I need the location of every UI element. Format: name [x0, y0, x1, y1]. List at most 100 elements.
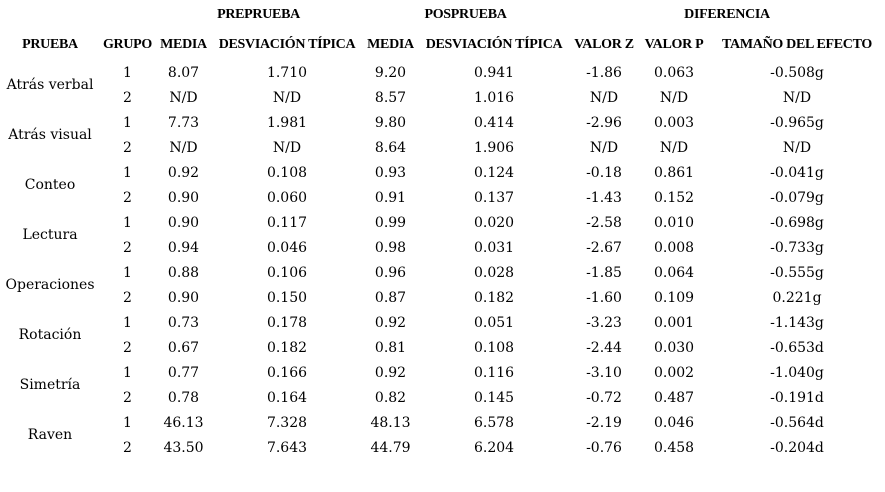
valor-z-cell: -1.43 [586, 189, 622, 206]
media-pos-cell: 0.92 [374, 314, 407, 331]
valor-z-cell: -2.58 [586, 214, 622, 231]
header-posprueba: POSPRUEBA [424, 7, 507, 22]
tamano-efecto-cell: -0.041g [770, 164, 824, 181]
desviacion-pos-cell: 0.124 [473, 164, 515, 181]
tamano-efecto-cell: -0.653d [770, 339, 824, 356]
table-row: Atrás visual 1 7.73 1.981 9.80 0.414 -2.96 0.00… [0, 110, 885, 144]
media-pre-cell: 46.13 [163, 414, 204, 431]
media-pre-cell: 0.77 [167, 364, 200, 381]
valor-p-cell: 0.003 [653, 114, 695, 131]
valor-p-cell: 0.861 [653, 164, 695, 181]
media-pre-cell: 0.73 [167, 314, 200, 331]
prueba-label: Conteo [24, 177, 76, 193]
desviacion-pos-cell: 0.020 [473, 214, 515, 231]
valor-z-cell: -2.44 [586, 339, 622, 356]
media-pre-cell: 0.90 [167, 289, 200, 306]
tamano-efecto-cell: -0.555g [770, 264, 824, 281]
valor-z-cell: -1.60 [586, 289, 622, 306]
valor-p-cell: 0.010 [653, 214, 695, 231]
desviacion-pre-cell: 7.643 [266, 439, 308, 456]
col-header-desviacion-pre: DESVIACIÓN TÍPICA [218, 37, 356, 52]
grupo-cell: 1 [123, 364, 132, 381]
media-pre-cell: 0.88 [167, 264, 200, 281]
grupo-cell: 2 [123, 289, 132, 306]
desviacion-pre-cell: 0.150 [266, 289, 308, 306]
valor-p-cell: 0.046 [653, 414, 695, 431]
desviacion-pos-cell: 0.051 [473, 314, 515, 331]
table-row: 2 N/D N/D 8.64 1.906 N/D N/D N/D [0, 135, 885, 160]
valor-z-cell: -0.76 [586, 439, 622, 456]
grupo-cell: 1 [123, 214, 132, 231]
desviacion-pos-cell: 0.108 [473, 339, 515, 356]
table-row: 2 0.94 0.046 0.98 0.031 -2.67 0.008 -0.733g [0, 235, 885, 260]
media-pos-cell: 0.98 [374, 239, 407, 256]
header-row: PRUEBA GRUPO MEDIA DESVIACIÓN TÍPICA MED… [0, 30, 885, 60]
valor-p-cell: 0.002 [653, 364, 695, 381]
table-row: Operaciones 1 0.88 0.106 0.96 0.028 -1.85 0.064… [0, 260, 885, 294]
media-pre-cell: 0.67 [167, 339, 200, 356]
desviacion-pos-cell: 1.906 [473, 139, 515, 156]
table-row: 2 0.90 0.150 0.87 0.182 -1.60 0.109 0.221g [0, 285, 885, 310]
media-pre-cell: 0.78 [167, 389, 200, 406]
table-row: 2 0.90 0.060 0.91 0.137 -1.43 0.152 -0.079g [0, 185, 885, 210]
results-table: PREPRUEBA POSPRUEBA DIFERENCIA PRUEBA GR… [0, 0, 885, 460]
col-header-prueba: PRUEBA [22, 37, 78, 52]
prueba-label: Atrás visual [8, 127, 92, 143]
header-group-row: PREPRUEBA POSPRUEBA DIFERENCIA [0, 0, 885, 30]
tamano-efecto-cell: -0.204d [770, 439, 824, 456]
grupo-cell: 1 [123, 164, 132, 181]
desviacion-pre-cell: 0.166 [266, 364, 308, 381]
grupo-cell: 1 [123, 264, 132, 281]
prueba-label: Simetría [19, 377, 81, 393]
desviacion-pre-cell: 0.117 [266, 214, 308, 231]
desviacion-pos-cell: 0.414 [473, 114, 515, 131]
media-pos-cell: 9.80 [374, 114, 407, 131]
media-pre-cell: N/D [169, 89, 198, 106]
desviacion-pos-cell: 6.578 [473, 414, 515, 431]
table-body: Atrás verbal 1 8.07 1.710 9.20 0.941 -1.86 0.06… [0, 60, 885, 460]
media-pos-cell: 0.92 [374, 364, 407, 381]
desviacion-pre-cell: 0.106 [266, 264, 308, 281]
media-pos-cell: 8.57 [374, 89, 407, 106]
media-pos-cell: 0.82 [374, 389, 407, 406]
grupo-cell: 1 [123, 114, 132, 131]
valor-z-cell: -3.10 [586, 364, 622, 381]
grupo-cell: 2 [123, 439, 132, 456]
tamano-efecto-cell: N/D [782, 89, 812, 106]
valor-p-cell: 0.487 [653, 389, 695, 406]
valor-z-cell: N/D [589, 89, 619, 106]
valor-z-cell: -1.86 [586, 64, 622, 81]
prueba-label: Operaciones [5, 277, 95, 293]
desviacion-pre-cell: 1.710 [266, 64, 308, 81]
desviacion-pre-cell: N/D [272, 139, 302, 156]
table-row: 2 43.50 7.643 44.79 6.204 -0.76 0.458 -0.204d [0, 435, 885, 460]
desviacion-pre-cell: 0.164 [266, 389, 308, 406]
tamano-efecto-cell: -0.733g [770, 239, 824, 256]
desviacion-pos-cell: 0.031 [473, 239, 515, 256]
desviacion-pre-cell: 0.178 [266, 314, 308, 331]
valor-p-cell: 0.064 [653, 264, 695, 281]
tamano-efecto-cell: N/D [782, 139, 812, 156]
media-pre-cell: 0.90 [167, 214, 200, 231]
media-pre-cell: N/D [169, 139, 198, 156]
tamano-efecto-cell: -1.143g [770, 314, 824, 331]
grupo-cell: 2 [123, 339, 132, 356]
desviacion-pos-cell: 0.941 [473, 64, 515, 81]
header-diferencia: DIFERENCIA [684, 7, 770, 22]
tamano-efecto-cell: -0.191d [770, 389, 824, 406]
media-pos-cell: 0.93 [374, 164, 407, 181]
prueba-label: Rotación [18, 327, 82, 343]
col-header-media-pos: MEDIA [367, 37, 414, 52]
valor-z-cell: -0.72 [586, 389, 622, 406]
valor-z-cell: N/D [589, 139, 619, 156]
table-row: Atrás verbal 1 8.07 1.710 9.20 0.941 -1.86 0.06… [0, 60, 885, 94]
desviacion-pos-cell: 1.016 [473, 89, 515, 106]
col-header-valor-p: VALOR P [644, 37, 704, 52]
valor-p-cell: N/D [659, 89, 689, 106]
desviacion-pos-cell: 0.145 [473, 389, 515, 406]
grupo-cell: 1 [123, 414, 132, 431]
media-pre-cell: 0.92 [167, 164, 200, 181]
desviacion-pre-cell: N/D [272, 89, 302, 106]
media-pre-cell: 7.73 [167, 114, 200, 131]
media-pos-cell: 44.79 [370, 439, 411, 456]
